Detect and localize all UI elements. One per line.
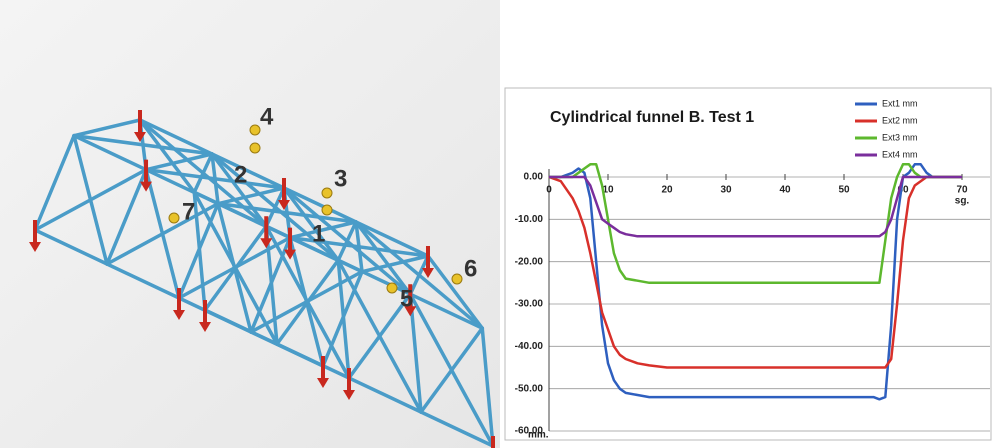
- y-tick-label: -50.00: [515, 383, 544, 394]
- y-tick-label: 0.00: [524, 172, 544, 183]
- sensor-node: [250, 143, 260, 153]
- y-tick-label: -40.00: [515, 341, 544, 352]
- y-axis-label: mm.: [528, 430, 549, 441]
- node-label: 5: [400, 285, 413, 312]
- page: 1 2 3 4 5 6 7 Cylindrical funnel B. Test…: [0, 0, 992, 448]
- y-tick-label: -20.00: [515, 256, 544, 267]
- node-label: 7: [182, 198, 195, 225]
- sensor-node: [169, 213, 179, 223]
- x-tick-label: 50: [838, 185, 850, 196]
- legend-label: Ext1 mm: [882, 98, 918, 108]
- legend-label: Ext2 mm: [882, 115, 918, 125]
- sensor-node: [387, 283, 397, 293]
- x-tick-label: 30: [720, 185, 732, 196]
- chart-title: Cylindrical funnel B. Test 1: [550, 109, 754, 126]
- node-label: 3: [334, 165, 347, 192]
- node-label: 1: [312, 220, 325, 247]
- chart-frame: [505, 88, 991, 440]
- sensor-node: [322, 188, 332, 198]
- legend-label: Ext3 mm: [882, 132, 918, 142]
- legend-label: Ext4 mm: [882, 149, 918, 159]
- sensor-node: [250, 125, 260, 135]
- render-background: [0, 0, 500, 448]
- node-label: 4: [260, 103, 274, 130]
- x-tick-label: 0: [546, 185, 552, 196]
- x-tick-label: 40: [779, 185, 791, 196]
- x-tick-label: 70: [956, 185, 968, 196]
- y-tick-label: -10.00: [515, 214, 544, 225]
- x-axis-label: sg.: [955, 196, 970, 207]
- x-tick-label: 20: [661, 185, 673, 196]
- sensor-node: [322, 205, 332, 215]
- figure: 1 2 3 4 5 6 7 Cylindrical funnel B. Test…: [0, 0, 992, 448]
- node-label: 6: [464, 255, 477, 282]
- sensor-node: [452, 274, 462, 284]
- y-tick-label: -30.00: [515, 299, 544, 310]
- node-label: 2: [234, 161, 247, 188]
